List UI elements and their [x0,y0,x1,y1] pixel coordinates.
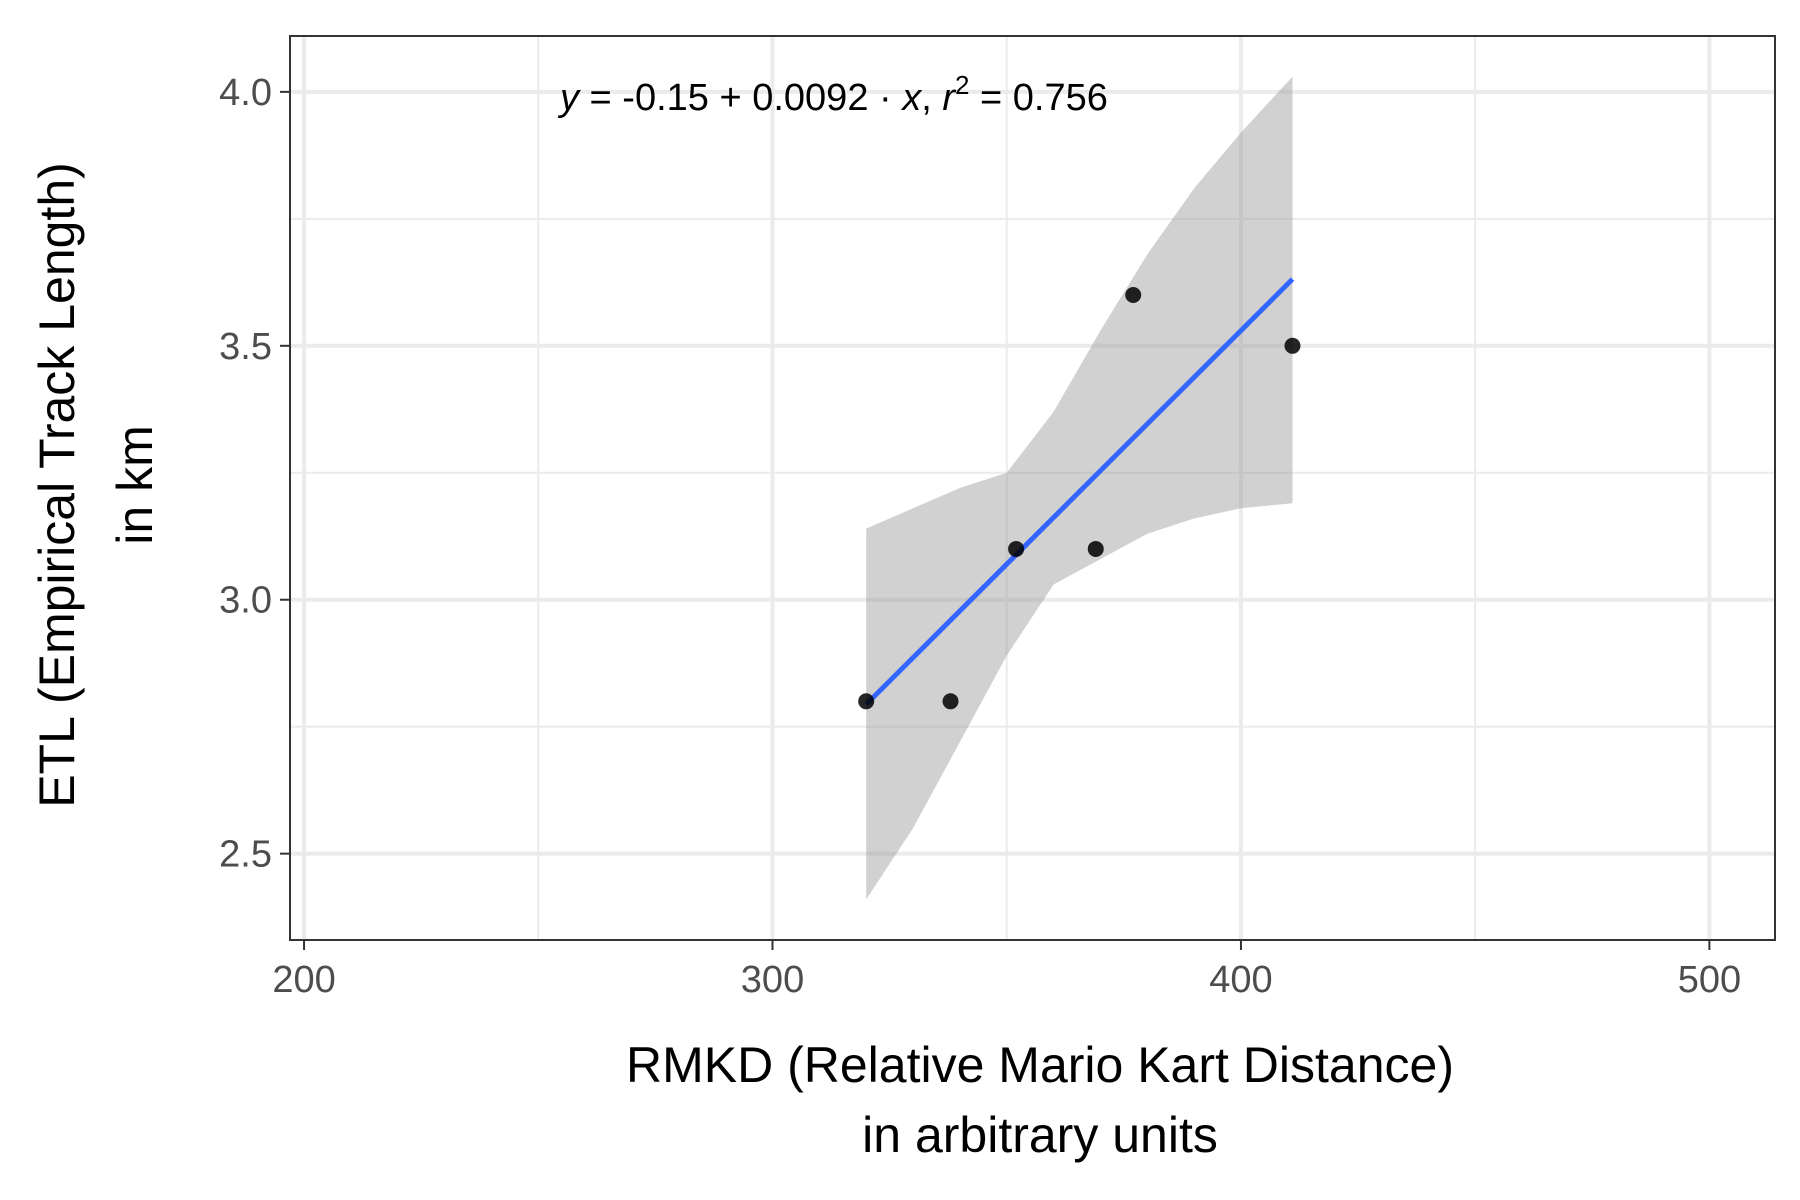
eq-x-symbol: x [900,77,923,119]
y-tick-label-2: 3.5 [219,326,272,368]
panel-border [289,35,1776,941]
y-tick-label-1: 3.0 [219,580,272,622]
data-points [858,287,1301,710]
x-axis-title-line-2: in arbitrary units [862,1107,1218,1163]
confidence-band [866,76,1293,900]
eq-y-symbol: y [557,77,581,119]
x-axis-title-line-1: RMKD (Relative Mario Kart Distance) [626,1037,1454,1093]
eq-middle: = -0.15 + 0.0092 · [579,77,902,119]
fit-line [864,277,1295,707]
data-point-0 [858,693,875,710]
regression-equation: y = -0.15 + 0.0092 · x, r2 = 0.756 [557,70,1108,119]
y-axis-title-line-1: ETL (Empirical Track Length) [29,162,85,808]
data-point-4 [1125,287,1142,304]
y-axis-title: ETL (Empirical Track Length) in km [29,162,163,808]
data-point-2 [1008,540,1025,557]
fit-line-group [864,277,1295,707]
x-tick-label-1: 300 [741,959,804,1001]
y-axis-title-line-2: in km [107,425,163,544]
eq-separator: , [921,77,942,119]
eq-r-symbol: r [942,77,956,119]
data-point-1 [942,693,959,710]
x-tick-label-3: 500 [1678,959,1741,1001]
grid-lines [290,36,1775,940]
eq-r-exponent: 2 [955,70,969,100]
axis-ticks: 200 300 400 500 2.5 3.0 3.5 4.0 [219,72,1741,1001]
data-point-3 [1087,540,1104,557]
y-tick-label-3: 4.0 [219,72,272,114]
eq-r-value: = 0.756 [969,77,1107,119]
y-tick-label-0: 2.5 [219,834,272,876]
confidence-band-area [866,76,1293,900]
x-tick-label-0: 200 [272,959,335,1001]
data-point-5 [1284,337,1301,354]
x-tick-label-2: 400 [1209,959,1272,1001]
